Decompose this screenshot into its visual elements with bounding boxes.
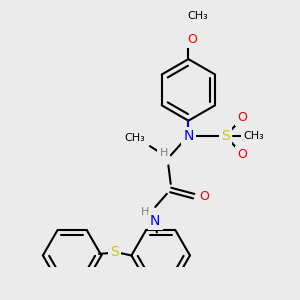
Text: N: N <box>183 129 194 143</box>
Text: S: S <box>221 129 230 143</box>
Text: O: O <box>200 190 209 203</box>
Text: O: O <box>237 148 247 161</box>
Text: CH₃: CH₃ <box>124 133 145 142</box>
Text: S: S <box>110 244 119 259</box>
Text: N: N <box>150 214 160 228</box>
Text: O: O <box>187 33 197 46</box>
Text: CH₃: CH₃ <box>187 11 208 21</box>
Text: H: H <box>160 148 168 158</box>
Text: CH₃: CH₃ <box>244 131 264 141</box>
Text: H: H <box>141 207 149 217</box>
Text: O: O <box>237 111 247 124</box>
